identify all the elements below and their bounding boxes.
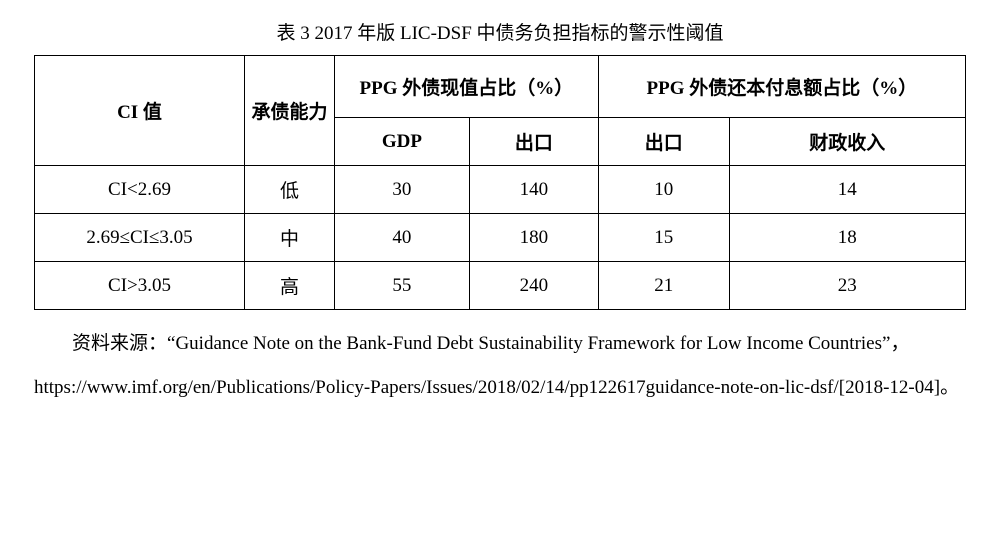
cell-capacity: 低 bbox=[245, 166, 335, 214]
source-url: https://www.imf.org/en/Publications/Poli… bbox=[34, 377, 959, 398]
cell-export-pv: 140 bbox=[469, 166, 598, 214]
cell-fiscal: 23 bbox=[729, 262, 965, 310]
col-header-ds-ratio: PPG 外债还本付息额占比（%） bbox=[598, 56, 965, 118]
col-subheader-gdp: GDP bbox=[335, 118, 470, 166]
col-subheader-export-pv: 出口 bbox=[469, 118, 598, 166]
cell-gdp: 30 bbox=[335, 166, 470, 214]
source-comma: ， bbox=[890, 333, 909, 354]
cell-ci: CI<2.69 bbox=[35, 166, 245, 214]
table-caption: 表 3 2017 年版 LIC-DSF 中债务负担指标的警示性阈值 bbox=[24, 18, 976, 45]
table-row: CI<2.69 低 30 140 10 14 bbox=[35, 166, 966, 214]
cell-fiscal: 14 bbox=[729, 166, 965, 214]
cell-ci: CI>3.05 bbox=[35, 262, 245, 310]
col-header-capacity: 承债能力 bbox=[245, 56, 335, 166]
col-header-ci: CI 值 bbox=[35, 56, 245, 166]
cell-export-pv: 240 bbox=[469, 262, 598, 310]
source-label: 资料来源： bbox=[72, 333, 167, 354]
cell-capacity: 中 bbox=[245, 214, 335, 262]
cell-export-ds: 21 bbox=[598, 262, 729, 310]
col-header-pv-ratio: PPG 外债现值占比（%） bbox=[335, 56, 599, 118]
table-row: 2.69≤CI≤3.05 中 40 180 15 18 bbox=[35, 214, 966, 262]
source-citation: Guidance Note on the Bank-Fund Debt Sust… bbox=[175, 333, 882, 354]
cell-export-pv: 180 bbox=[469, 214, 598, 262]
col-subheader-export-ds: 出口 bbox=[598, 118, 729, 166]
cell-fiscal: 18 bbox=[729, 214, 965, 262]
cell-export-ds: 15 bbox=[598, 214, 729, 262]
cell-gdp: 40 bbox=[335, 214, 470, 262]
cell-capacity: 高 bbox=[245, 262, 335, 310]
source-note: 资料来源：“Guidance Note on the Bank-Fund Deb… bbox=[34, 322, 966, 409]
cell-gdp: 55 bbox=[335, 262, 470, 310]
cell-export-ds: 10 bbox=[598, 166, 729, 214]
table-row: CI>3.05 高 55 240 21 23 bbox=[35, 262, 966, 310]
cell-ci: 2.69≤CI≤3.05 bbox=[35, 214, 245, 262]
col-subheader-fiscal: 财政收入 bbox=[729, 118, 965, 166]
threshold-table: CI 值 承债能力 PPG 外债现值占比（%） PPG 外债还本付息额占比（%）… bbox=[34, 55, 966, 310]
